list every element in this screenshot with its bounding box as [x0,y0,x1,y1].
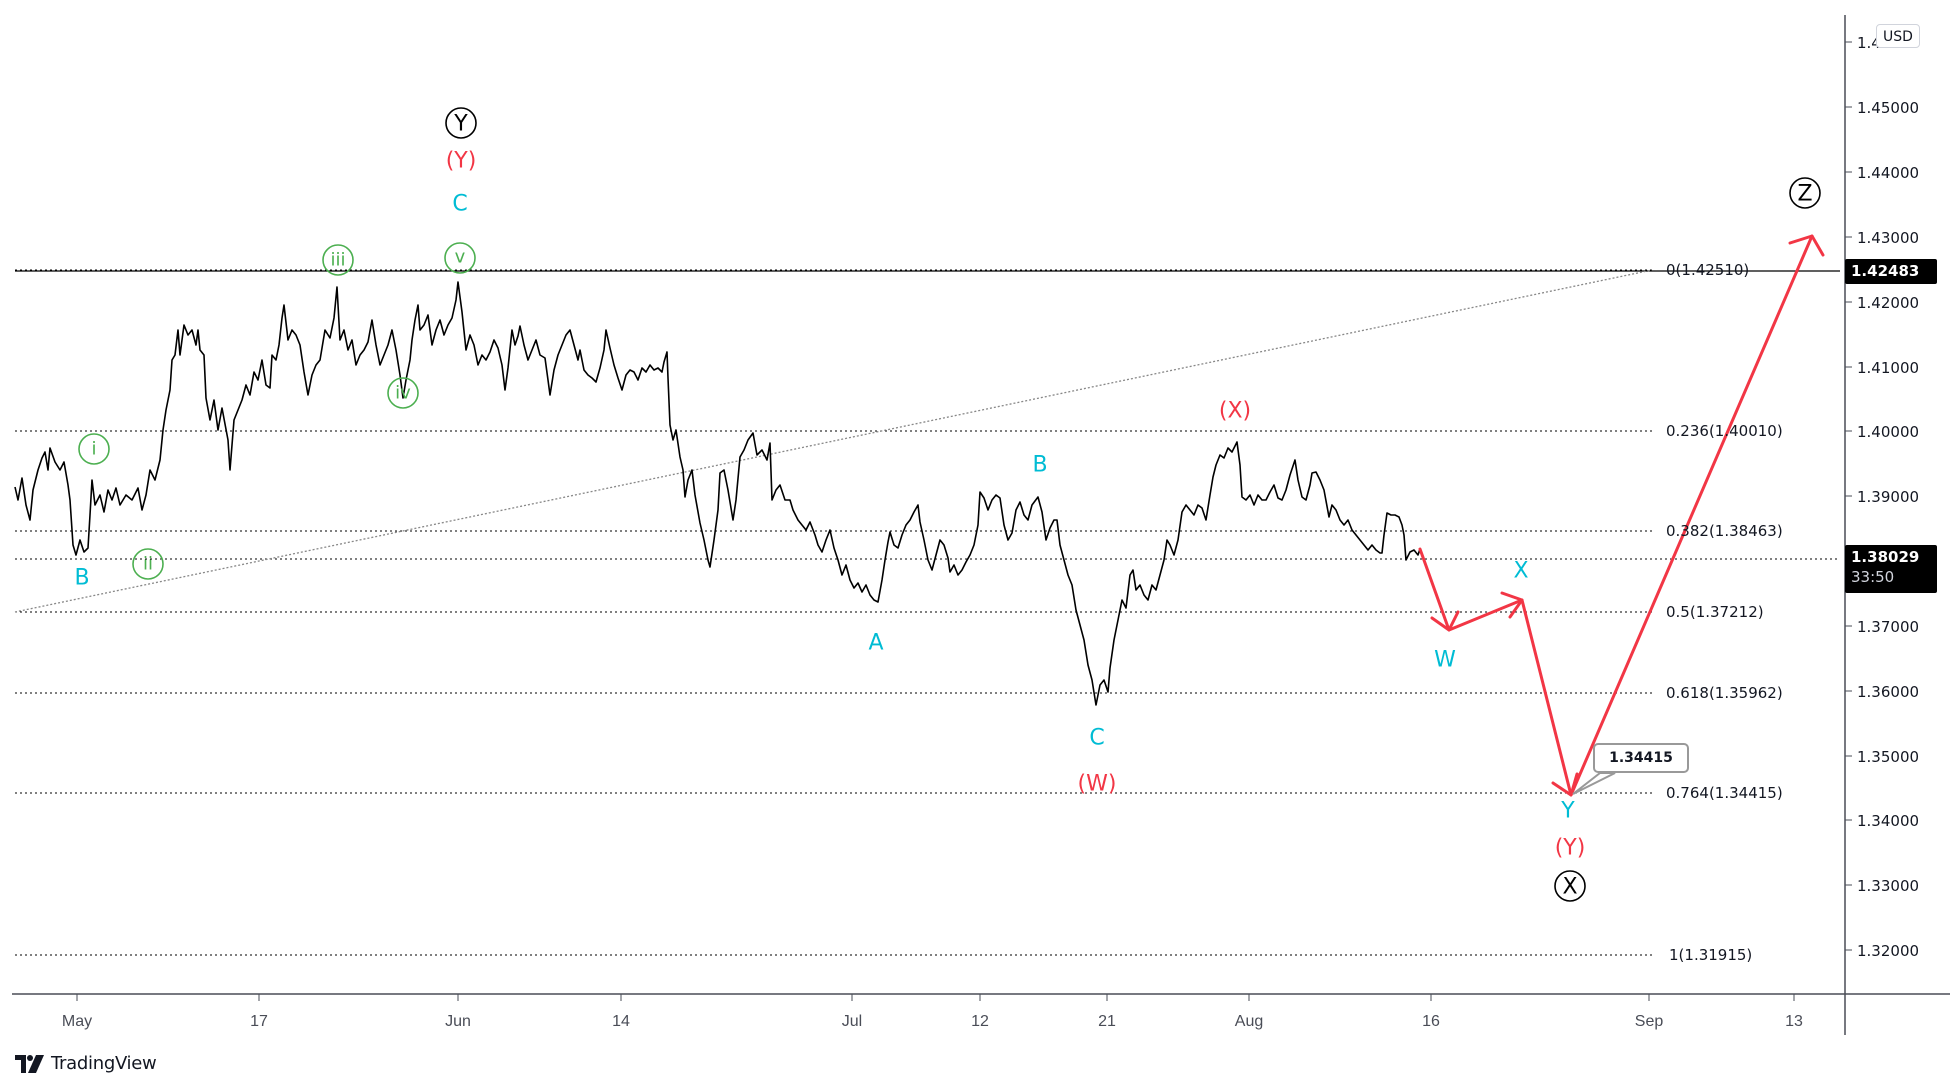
tradingview-logo[interactable]: TradingView [15,1053,157,1074]
label-minor-iv: iv [395,383,411,404]
label-red-w: (W) [1078,772,1117,797]
date-tick: May [62,1013,92,1030]
fib-label-0382: 0.382(1.38463) [1666,522,1783,540]
level-price-tag: 1.42483 [1845,259,1937,284]
label-proj-x: X [1513,559,1528,584]
date-tick: 12 [971,1013,989,1030]
fib-label-05: 0.5(1.37212) [1666,603,1764,621]
price-tick: 1.35000 [1857,748,1919,766]
price-tick: 1.43000 [1857,229,1919,247]
fibonacci-labels: 0(1.42510) 0.236(1.40010) 0.382(1.38463)… [1666,261,1783,964]
label-minor-ii: ii [143,554,153,575]
fib-label-0764: 0.764(1.34415) [1666,784,1783,802]
price-tick: 1.36000 [1857,683,1919,701]
circle-ii-icon [132,548,164,580]
circle-iv-icon [387,377,419,409]
label-cyan-c-top: C [452,192,467,217]
price-tick: 1.34000 [1857,812,1919,830]
date-tick: Jul [842,1013,862,1030]
fib-label-0: 0(1.42510) [1666,261,1749,279]
label-red-y-top: (Y) [446,149,477,174]
date-tick: 17 [250,1013,268,1030]
label-proj-y: Y [1560,799,1575,824]
price-tick: 1.40000 [1857,423,1919,441]
circled-x-icon [1554,870,1586,902]
circle-v-icon [444,242,476,274]
price-tick: 1.33000 [1857,877,1919,895]
arrow-head-x-icon [1500,591,1524,619]
date-tick: 16 [1422,1013,1440,1030]
price-tick: 1.45000 [1857,99,1919,117]
price-tick: 1.44000 [1857,164,1919,182]
fib-trend-line[interactable] [14,269,1653,613]
price-tick: 1.42000 [1857,294,1919,312]
label-cyan-b-left: B [74,566,89,591]
fib-label-0236: 0.236(1.40010) [1666,422,1783,440]
price-tick: 1.37000 [1857,618,1919,636]
fibonacci-levels[interactable] [15,269,1655,956]
price-tick: 1.32000 [1857,942,1919,960]
bar-countdown: 33:50 [1851,568,1895,586]
arrow-head-y-icon [1551,772,1579,797]
arrow-head-w-icon [1430,610,1460,632]
label-proj-w: W [1434,648,1456,673]
label-circled-z: Z [1797,182,1812,207]
label-circled-x: X [1562,875,1577,900]
label-cyan-a: A [868,631,883,656]
price-axis[interactable] [1845,41,1852,951]
circle-iii-icon [322,244,354,276]
price-tick: 1.39000 [1857,488,1919,506]
circled-y-icon [445,107,477,139]
callout-pointer-icon [1572,772,1616,795]
time-axis[interactable] [76,994,1795,1001]
date-tick: Sep [1635,1013,1664,1030]
tradingview-logo-text: TradingView [51,1053,157,1074]
date-tick: Aug [1235,1013,1263,1030]
circled-z-icon [1789,177,1821,209]
date-tick: Jun [445,1013,471,1030]
target-price-callout[interactable]: 1.34415 [1593,743,1689,773]
label-minor-i: i [91,439,96,460]
projection-path[interactable] [1418,234,1825,797]
price-axis-labels: 1.46000 1.45000 1.44000 1.43000 1.42000 … [1857,34,1919,960]
currency-badge[interactable]: USD [1876,24,1920,48]
last-price-tag: 1.38029 33:50 [1845,545,1937,593]
label-red-x: (X) [1219,399,1251,424]
price-series [14,281,1421,706]
label-circled-y: Y [453,112,468,137]
tradingview-logo-icon [15,1054,44,1073]
price-tick: 1.41000 [1857,359,1919,377]
wave-labels: Y (Y) C i ii iii iv v B A B C (W) (X) W … [74,107,1821,902]
date-tick: 21 [1098,1013,1116,1030]
date-tick: 14 [612,1013,630,1030]
label-cyan-b-mid: B [1032,453,1047,478]
date-tick: 13 [1785,1013,1803,1030]
fib-label-0618: 0.618(1.35962) [1666,684,1783,702]
last-price-value: 1.38029 [1851,548,1920,566]
label-minor-iii: iii [330,250,345,271]
label-cyan-c-mid: C [1089,726,1104,751]
circle-i-icon [78,433,110,465]
label-minor-v: v [455,247,466,268]
arrow-head-z-icon [1788,234,1825,257]
label-proj-red-y: (Y) [1555,836,1586,861]
fib-label-1: 1(1.31915) [1669,946,1752,964]
time-axis-labels: May 17 Jun 14 Jul 12 21 Aug 16 Sep 13 [62,1013,1803,1030]
